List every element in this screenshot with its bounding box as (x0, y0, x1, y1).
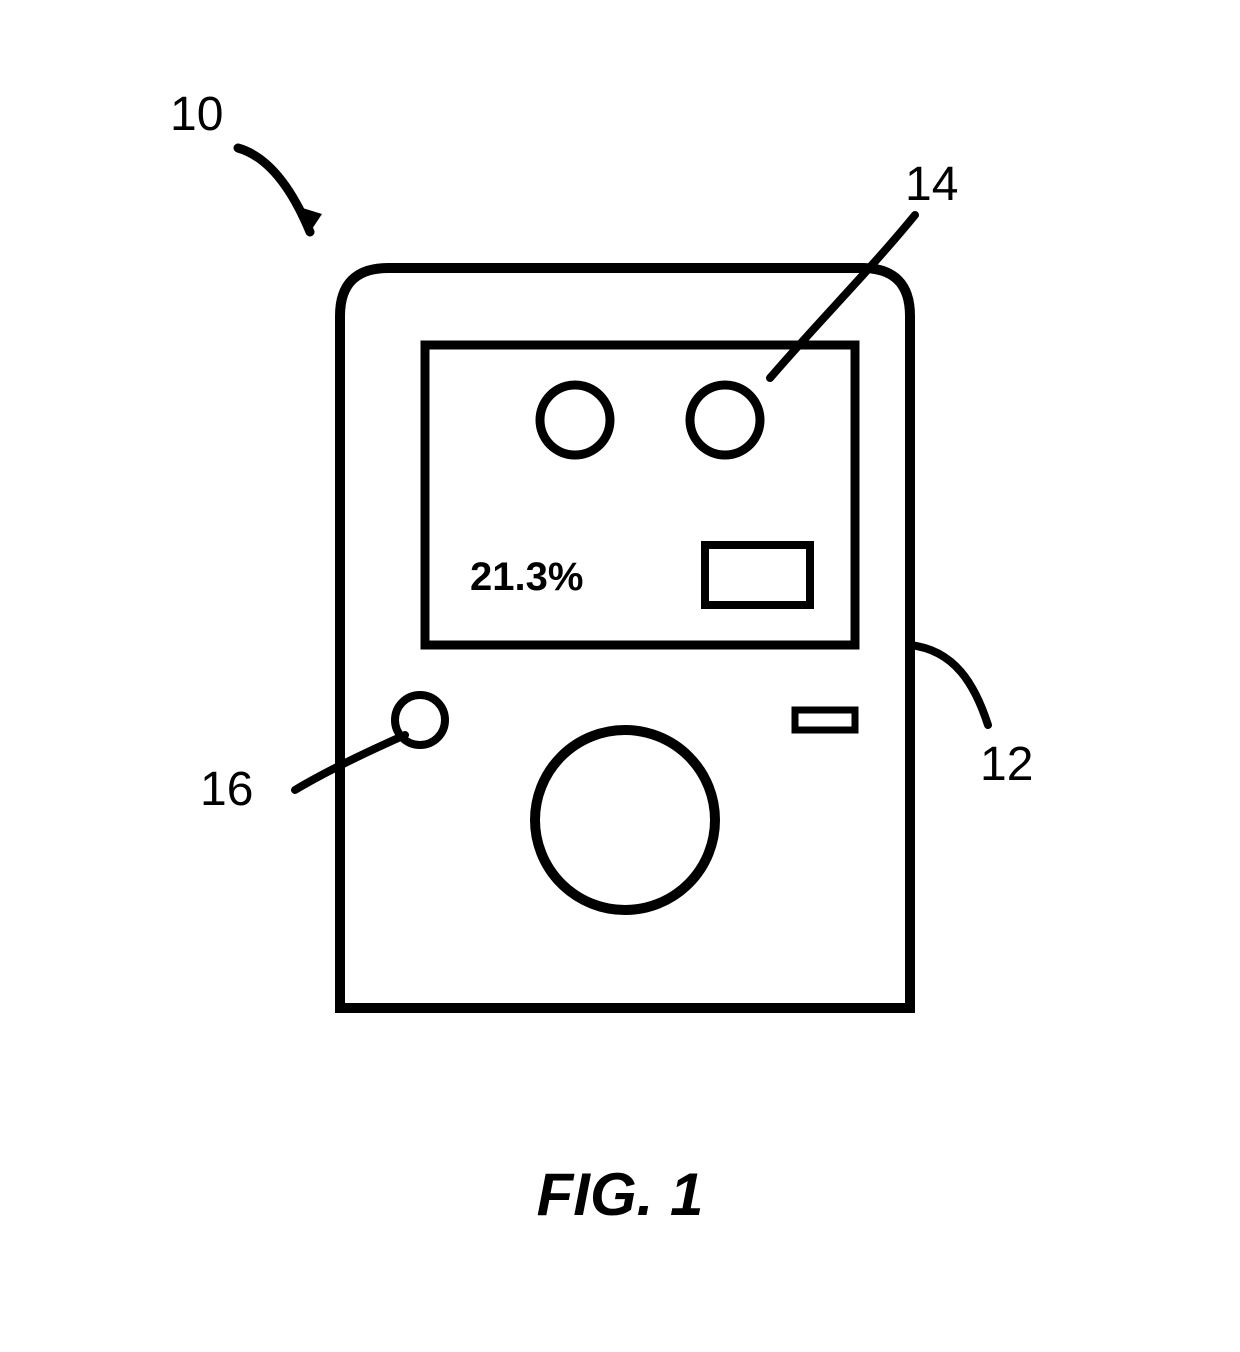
display-readout: 21.3% (470, 555, 583, 599)
ref-16-label: 16 (200, 763, 253, 816)
ref-16-leader (295, 735, 405, 790)
dial-circle (535, 730, 715, 910)
figure-caption: FIG. 1 (537, 1161, 704, 1228)
ref-14-leader (770, 215, 915, 378)
small-bar (795, 710, 855, 730)
ref-12-leader (910, 645, 988, 725)
ref-10-label: 10 (170, 88, 223, 141)
screen-small-rect (705, 545, 810, 605)
screen-circle-right (690, 385, 760, 455)
ref-12-label: 12 (980, 738, 1033, 791)
patent-figure: 21.3% 10 14 12 16 FIG. 1 (0, 0, 1240, 1352)
screen-circle-left (540, 385, 610, 455)
ref-14-label: 14 (905, 158, 958, 211)
display-screen (425, 345, 855, 645)
ref-10-leader (238, 148, 322, 232)
